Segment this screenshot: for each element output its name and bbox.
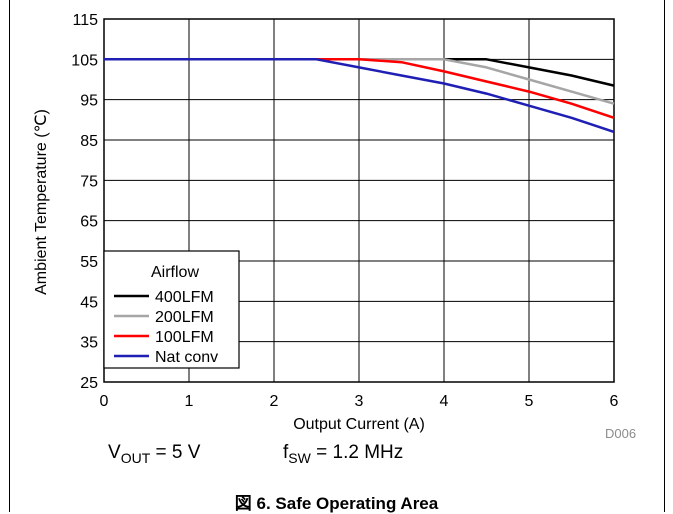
legend-label: 400LFM [155, 289, 214, 306]
x-tick-label: 6 [610, 393, 619, 410]
series-line [104, 58, 615, 119]
x-axis-label: Output Current (A) [293, 416, 425, 433]
grid [103, 18, 615, 383]
y-tick-label: 85 [80, 133, 98, 150]
legend: Airflow 400LFM 200LFM 100LFM Nat conv [103, 250, 240, 369]
y-tick-label: 55 [80, 254, 98, 271]
plot-border [103, 18, 615, 383]
legend-box [103, 250, 240, 369]
x-tick-label: 0 [100, 393, 109, 410]
legend-label: Nat conv [155, 349, 218, 366]
y-tick-label: 105 [71, 52, 98, 69]
legend-label: 200LFM [155, 309, 214, 326]
frame-left-border [9, 0, 10, 512]
y-tick-label: 115 [72, 12, 98, 29]
x-tick-label: 2 [270, 393, 279, 410]
x-tick-label: 4 [440, 393, 449, 410]
x-tick-label: 5 [525, 393, 534, 410]
fsw-note: fSW = 1.2 MHz [283, 442, 404, 466]
series-lines [104, 58, 615, 134]
y-tick-label: 45 [80, 294, 98, 311]
frame-right-border [664, 0, 665, 512]
x-tick-label: 3 [355, 393, 364, 410]
y-tick-label: 75 [80, 173, 98, 190]
series-line [104, 58, 615, 134]
y-tick-label: 95 [80, 93, 98, 110]
y-tick-label: 25 [80, 375, 98, 392]
x-tick-label: 1 [185, 393, 194, 410]
y-tick-label: 65 [80, 214, 98, 231]
y-axis-label: Ambient Temperature (℃) [33, 109, 50, 295]
legend-title: Airflow [151, 264, 199, 281]
y-tick-label: 35 [80, 335, 98, 352]
figure-caption: 図 6. Safe Operating Area [234, 494, 439, 513]
vout-note: VOUT = 5 V [108, 442, 201, 466]
legend-label: 100LFM [155, 329, 214, 346]
figure-code: D006 [605, 426, 637, 441]
